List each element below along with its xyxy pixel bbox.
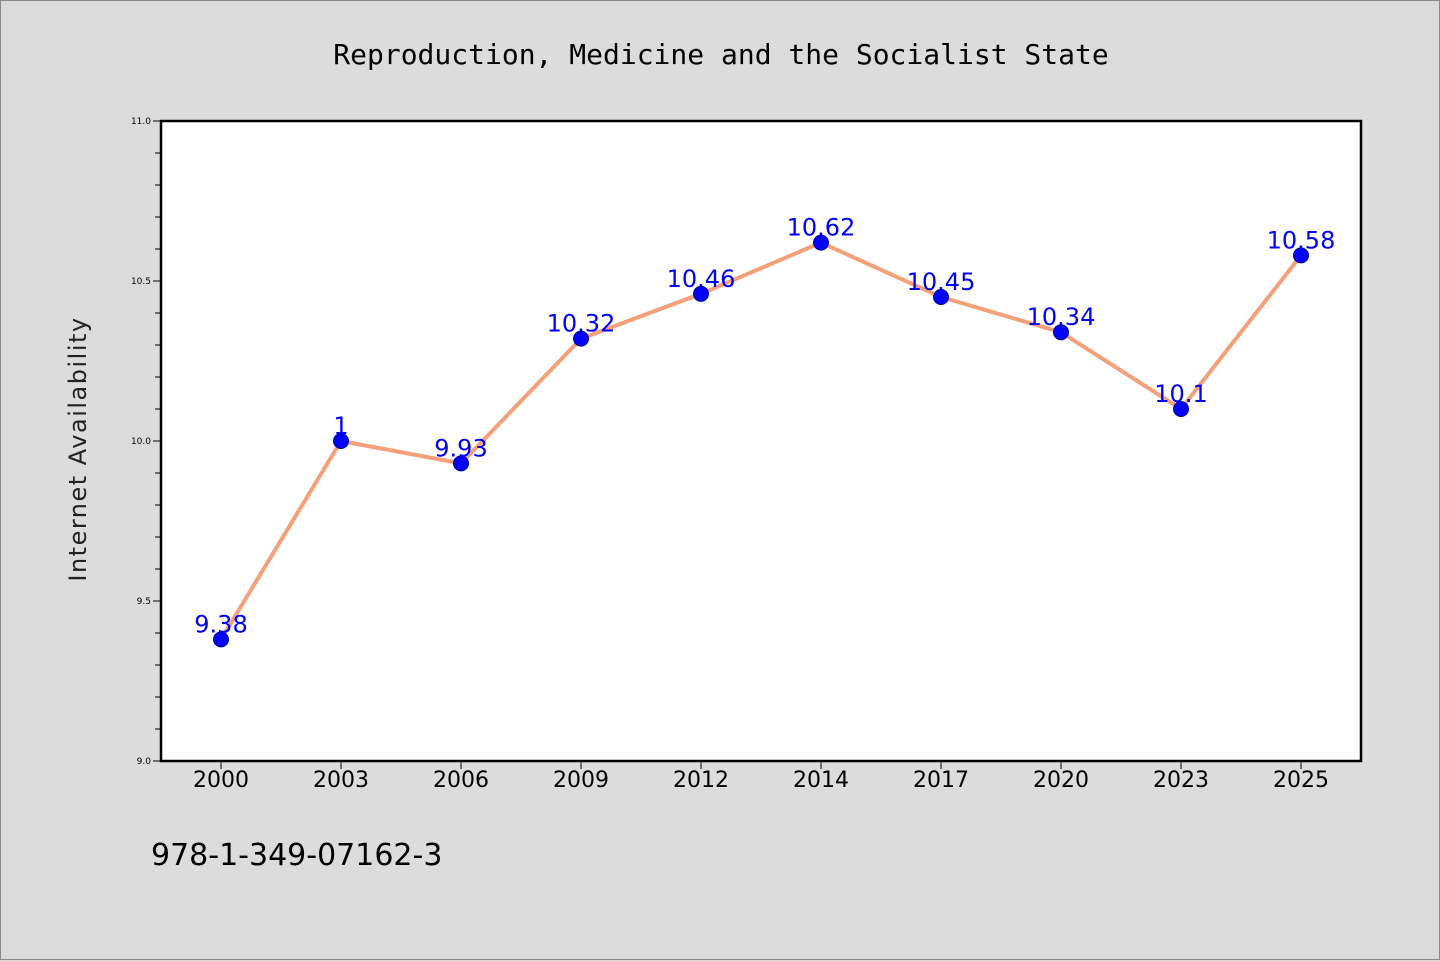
y-tick-label: 9.5	[137, 597, 151, 607]
y-axis: 9.0 9.5 10.0 10.5 11.0	[131, 117, 161, 767]
data-label: 10.46	[667, 265, 736, 293]
data-point	[933, 289, 949, 305]
data-label: 10.1	[1154, 380, 1207, 408]
data-point	[1293, 247, 1309, 264]
y-tick-label: 10.5	[131, 277, 151, 287]
data-label: 10.45	[907, 268, 976, 296]
data-point	[213, 631, 229, 648]
plot-area	[159, 119, 1363, 763]
data-label: 9.93	[434, 434, 487, 462]
chart-title: Reproduction, Medicine and the Socialist…	[333, 38, 1108, 71]
x-tick-label: 2025	[1273, 768, 1329, 793]
x-tick-label: 2000	[193, 768, 249, 793]
data-label: 10.34	[1027, 303, 1096, 331]
x-tick-label: 2023	[1153, 768, 1209, 793]
data-label: 10.32	[547, 310, 616, 338]
series-markers	[213, 234, 1309, 648]
isbn-text: 978-1-349-07162-3	[151, 838, 442, 873]
x-tick-label: 2009	[553, 768, 609, 793]
y-axis-label: Internet Availability	[64, 316, 92, 581]
x-tick-label: 2017	[913, 768, 969, 793]
data-point	[453, 455, 469, 472]
x-axis: 2000 2003 2006 2009 2012 2014 2017 2020 2023 2025	[193, 761, 1329, 793]
data-point	[1053, 324, 1069, 341]
x-tick-label: 2014	[793, 768, 849, 793]
data-point	[693, 285, 709, 302]
x-tick-label: 2003	[313, 768, 369, 793]
data-point	[1173, 401, 1189, 417]
data-label: 10.58	[1267, 226, 1336, 254]
x-tick-label: 2006	[433, 768, 489, 793]
x-tick-label: 2020	[1033, 768, 1089, 793]
data-point	[333, 433, 349, 449]
data-point	[813, 234, 829, 251]
data-labels: 9.38 1 9.93 10.32 10.46 10.62 10.45 10.34 10.1 10…	[194, 214, 1335, 639]
y-tick-label: 11.0	[131, 117, 151, 127]
data-label: 1	[333, 412, 348, 440]
y-tick-label: 9.0	[137, 757, 152, 767]
series-line	[219, 240, 1303, 641]
x-tick-label: 2012	[673, 768, 729, 793]
series-path	[219, 240, 1303, 641]
data-point	[573, 330, 589, 347]
y-tick-label: 10.0	[131, 437, 151, 447]
data-label: 10.62	[787, 214, 856, 242]
data-label: 9.38	[194, 610, 247, 638]
